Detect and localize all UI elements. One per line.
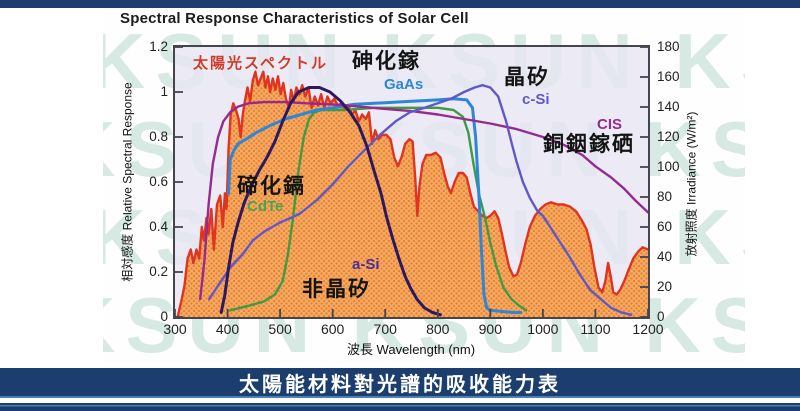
y-right-tick-label: 160: [657, 69, 680, 84]
series-GaAs: [227, 97, 523, 314]
chart-title: Spectral Response Characteristics of Sol…: [120, 10, 469, 27]
series-CdTe: [229, 106, 528, 312]
y-right-tick-label: 100: [657, 159, 680, 174]
asi-cn-label: 非晶矽: [302, 276, 371, 301]
y-left-tick-label: 1.2: [149, 39, 168, 54]
cis-en-label: CIS: [597, 116, 623, 133]
x-tick-label: 400: [215, 321, 240, 337]
y-right-tick-label: 0: [657, 309, 665, 324]
series-c-Si: [208, 84, 633, 316]
top-border-bar: [0, 0, 800, 8]
series-CIS: [199, 100, 648, 301]
y-left-tick-label: 0.6: [149, 174, 168, 189]
x-tick-label: 1100: [580, 321, 611, 337]
y-right-tick-label: 80: [657, 189, 673, 204]
cdte-en-label: CdTe: [247, 198, 284, 215]
cdte-cn-label: 碲化鎘: [237, 173, 306, 198]
caption-bar: 太陽能材料對光譜的吸收能力表: [0, 368, 800, 398]
caption-text: 太陽能材料對光譜的吸收能力表: [239, 373, 561, 396]
x-tick-label: 900: [478, 321, 502, 337]
solar-spectrum-label: 太陽光スペクトル: [193, 54, 328, 72]
y-right-tick-label: 180: [657, 39, 680, 54]
chart-canvas: [175, 47, 648, 317]
csi-cn-label: 晶矽: [504, 64, 550, 89]
x-tick-label: 300: [163, 321, 187, 337]
x-tick-label: 1000: [527, 321, 559, 337]
y-right-tick-label: 20: [657, 279, 673, 294]
y-right-tick-label: 40: [657, 249, 673, 264]
series-solar-spectrum-fill: [177, 71, 648, 317]
y-right-tick-label: 60: [657, 219, 673, 234]
asi-en-label: a-Si: [352, 256, 380, 273]
y-right-tick-label: 140: [657, 99, 680, 114]
series-solar-spectrum: [176, 70, 648, 317]
x-tick-label: 800: [426, 321, 450, 337]
bottom-border-stripe: [0, 403, 800, 411]
y-right-tick-label: 120: [657, 129, 680, 144]
y-left-tick-label: 0: [160, 309, 168, 324]
gaas-cn-label: 砷化鎵: [352, 48, 421, 73]
cis-cn-label: 銅銦鎵硒: [543, 131, 635, 156]
y-axis-left-title: 相対感度 Relative Spectral Response: [120, 82, 135, 282]
x-tick-label: 700: [373, 321, 397, 337]
x-tick-label: 1200: [632, 321, 664, 337]
plot-area: [173, 45, 650, 319]
x-tick-label: 600: [320, 321, 345, 337]
gaas-en-label: GaAs: [384, 76, 424, 93]
y-left-tick-label: 0.2: [149, 264, 168, 279]
y-left-tick-label: 1: [160, 84, 168, 99]
y-left-tick-label: 0.4: [149, 219, 168, 234]
series-a-Si: [219, 86, 442, 317]
y-axis-right-title: 放射照度 Irradiance (W/m²): [684, 111, 699, 257]
y-left-tick-label: 0.8: [149, 129, 168, 144]
x-axis-title: 波長 Wavelength (nm): [346, 342, 476, 357]
x-tick-label: 500: [268, 321, 292, 337]
csi-en-label: c-Si: [522, 91, 550, 108]
